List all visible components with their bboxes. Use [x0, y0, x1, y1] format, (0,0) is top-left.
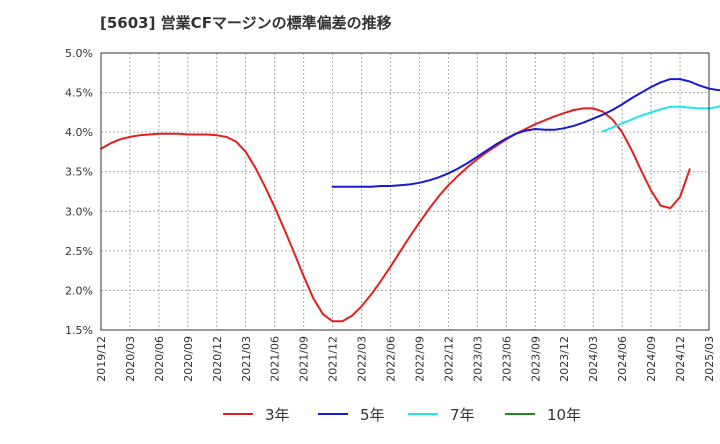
- x-axis: 2019/12 2020/03 2020/06 2020/09 2020/12 2021/…: [95, 336, 716, 382]
- y-tick-label: 3.0%: [65, 205, 93, 218]
- x-tick-label: 2021/03: [240, 336, 253, 382]
- x-tick-label: 2020/12: [211, 336, 224, 382]
- x-tick-label: 2025/03: [703, 336, 716, 382]
- y-tick-label: 1.5%: [65, 324, 93, 337]
- x-tick-label: 2020/06: [153, 336, 166, 382]
- x-tick-label: 2022/09: [413, 336, 426, 382]
- x-tick-label: 2023/03: [471, 336, 484, 382]
- y-axis: 1.5% 2.0% 2.5% 3.0% 3.5% 4.0% 4.5% 5.0%: [65, 47, 93, 337]
- x-tick-label: 2024/09: [645, 336, 658, 382]
- x-tick-label: 2021/09: [298, 336, 311, 382]
- x-tick-label: 2023/09: [529, 336, 542, 382]
- legend-label: 3年: [265, 406, 290, 424]
- grid-layer: [100, 52, 710, 331]
- y-tick-label: 4.0%: [65, 126, 93, 139]
- y-tick-label: 4.5%: [65, 87, 93, 100]
- legend-label: 7年: [450, 406, 475, 424]
- legend: 3年 5年 7年 10年: [223, 406, 581, 424]
- x-tick-label: 2022/12: [442, 336, 455, 382]
- y-tick-label: 2.0%: [65, 284, 93, 297]
- x-tick-label: 2023/06: [500, 336, 513, 382]
- chart-title: [5603] 営業CFマージンの標準偏差の推移: [100, 14, 392, 32]
- plot-frame: [100, 52, 710, 331]
- series-layer: [100, 78, 720, 323]
- x-tick-label: 2024/06: [616, 336, 629, 382]
- x-tick-label: 2023/12: [558, 336, 571, 382]
- x-tick-label: 2022/06: [385, 336, 398, 382]
- y-tick-label: 5.0%: [65, 47, 93, 60]
- x-tick-label: 2022/03: [356, 336, 369, 382]
- x-tick-label: 2019/12: [95, 336, 108, 382]
- series-line-0: [100, 107, 691, 323]
- y-tick-label: 3.5%: [65, 166, 93, 179]
- x-tick-label: 2020/03: [124, 336, 137, 382]
- x-tick-label: 2021/06: [269, 336, 282, 382]
- x-tick-label: 2024/12: [674, 336, 687, 382]
- series-line-1: [331, 78, 720, 188]
- y-tick-label: 2.5%: [65, 245, 93, 258]
- legend-label: 10年: [547, 406, 581, 424]
- x-tick-label: 2024/03: [587, 336, 600, 382]
- series-line-2: [601, 104, 720, 133]
- legend-label: 5年: [360, 406, 385, 424]
- x-tick-label: 2020/09: [182, 336, 195, 382]
- x-tick-label: 2021/12: [327, 336, 340, 382]
